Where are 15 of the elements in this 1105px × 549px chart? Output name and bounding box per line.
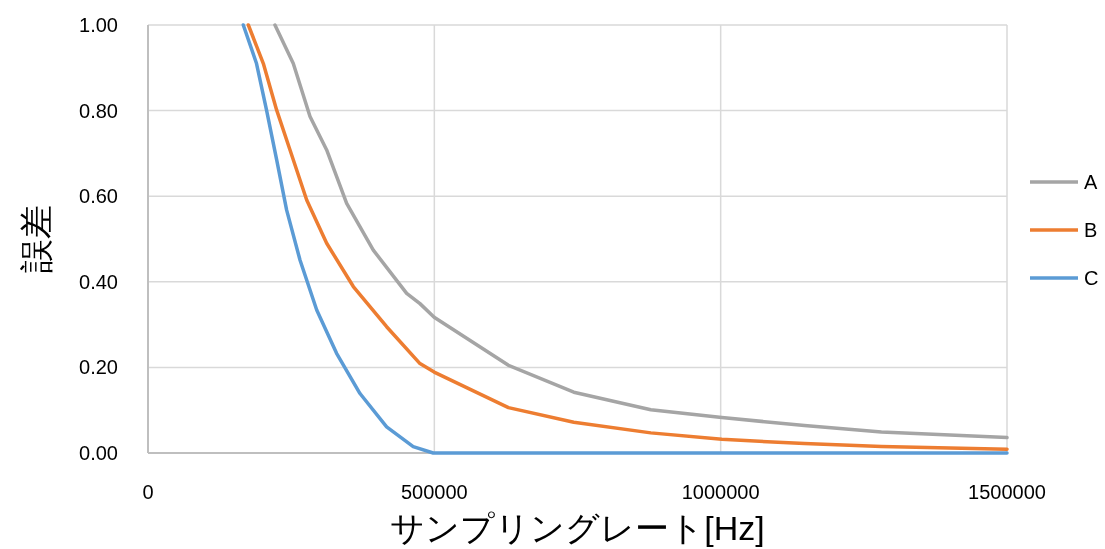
x-tick-label: 1000000 — [681, 481, 760, 503]
x-tick-label: 500000 — [400, 481, 468, 503]
x-tick-label: 1500000 — [968, 481, 1046, 503]
y-tick-label: 0.20 — [79, 356, 118, 379]
legend-label: C — [1084, 267, 1099, 289]
legend-label: A — [1084, 171, 1098, 193]
y-axis-title: 誤差 — [17, 205, 55, 273]
x-axis-title: サンプリングレート[Hz] — [390, 509, 765, 547]
legend-label: B — [1084, 219, 1098, 241]
y-tick-label: 0.80 — [79, 99, 118, 122]
x-tick-label: 0 — [142, 481, 154, 503]
y-tick-label: 0.60 — [79, 185, 118, 208]
y-tick-label: 0.00 — [79, 442, 118, 464]
y-tick-label: 1.00 — [79, 14, 118, 36]
y-tick-label: 0.40 — [79, 270, 118, 293]
